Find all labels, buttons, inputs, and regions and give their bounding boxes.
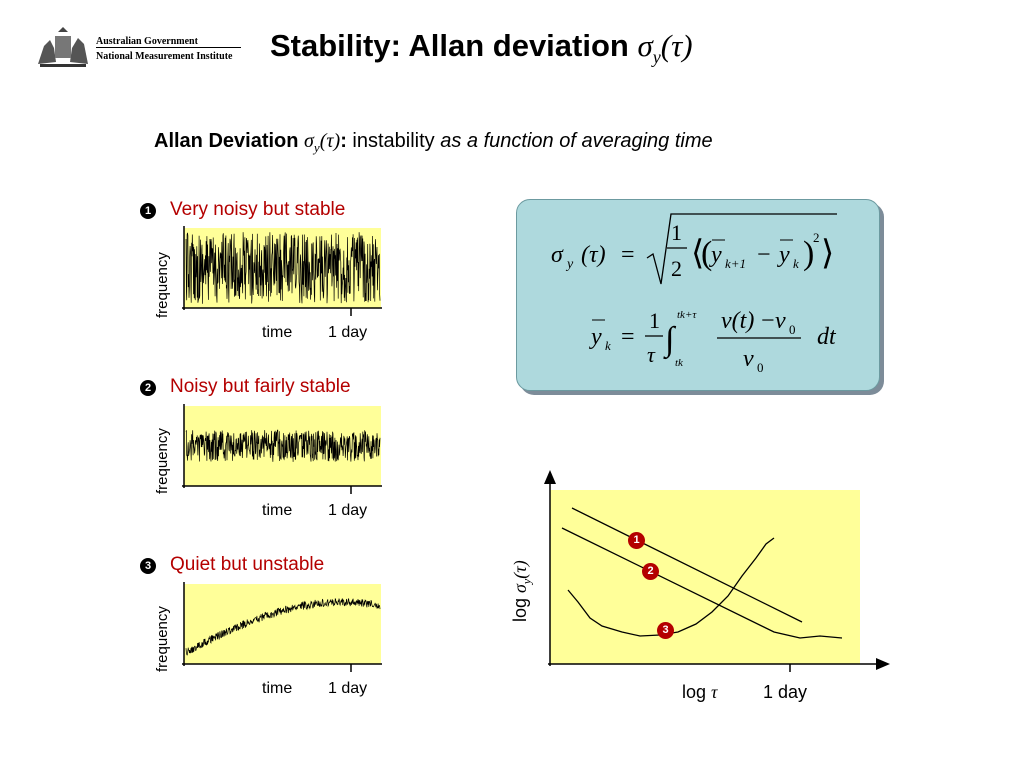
- panel-2-title: Noisy but fairly stable: [170, 376, 351, 397]
- subtitle-bold: Allan Deviation: [154, 130, 299, 152]
- formula-equals-2: =: [621, 324, 635, 350]
- panel-1-tick-label: 1 day: [328, 324, 368, 341]
- panel-1-trace: [185, 232, 381, 304]
- left-paren: (: [701, 235, 712, 272]
- panel-2-ylabel: frequency: [154, 428, 171, 494]
- formula-sigma: σ: [551, 242, 564, 268]
- ybar-3: y: [589, 324, 602, 350]
- nu-zero-top: ν: [775, 308, 786, 334]
- inv-tau-numerator: 1: [649, 308, 660, 333]
- panel-3-title: Quiet but unstable: [170, 554, 325, 575]
- title-argument: (τ): [660, 28, 693, 63]
- sketch-ylabel-prefix: log: [510, 597, 530, 622]
- sketch-xlabel-tau: τ: [711, 682, 718, 702]
- panel-1-title: Very noisy but stable: [170, 199, 346, 220]
- panel-2-number-badge: 2: [140, 380, 156, 396]
- page-title: Stability: Allan deviation σy(τ): [270, 28, 693, 68]
- ybar-2-sub: k: [793, 256, 799, 271]
- panel-3-ylabel: frequency: [154, 606, 171, 672]
- panel-3-trace: [185, 598, 381, 656]
- formula-dt: dt: [817, 324, 837, 350]
- curve-2-line: [561, 527, 843, 639]
- nu-of-t: ν(t): [721, 308, 754, 334]
- sketch-ylabel-sigma: σ: [510, 584, 530, 593]
- subtitle-colon: :: [340, 130, 347, 152]
- nu-zero-bottom-sub: 0: [757, 360, 764, 375]
- right-paren: ): [803, 235, 814, 272]
- panel-3-tick-label: 1 day: [328, 680, 368, 697]
- ybar-2: y: [777, 242, 790, 268]
- sketch-y-arrow-icon: [544, 470, 556, 484]
- half-numerator: 1: [671, 220, 682, 245]
- sketch-ylabel-sub: y: [519, 578, 534, 585]
- panel-3-plot-area: [184, 584, 381, 664]
- integral-sign: ∫: [663, 321, 677, 360]
- formula-equals-1: =: [621, 242, 635, 268]
- nu-zero-bottom: ν: [743, 346, 754, 372]
- panel-1-ylabel: frequency: [154, 252, 171, 318]
- nu-zero-top-sub: 0: [789, 322, 796, 337]
- curve-3-badge: 3: [657, 622, 674, 639]
- panel-2-xlabel: time: [262, 502, 293, 519]
- sketch-tick-label: 1 day: [763, 682, 808, 702]
- sketch-xlabel: log τ: [682, 682, 718, 703]
- panel-2-tick-label: 1 day: [328, 502, 368, 519]
- title-text: Stability: Allan deviation: [270, 28, 629, 63]
- ybar-1-sub: k+1: [725, 256, 746, 271]
- title-subscript: y: [652, 47, 661, 68]
- panel-2-label: 2 Noisy but fairly stable: [140, 376, 351, 398]
- sketch-xlabel-prefix: log: [682, 682, 707, 702]
- coat-of-arms-icon: [38, 27, 88, 67]
- formula-minus-2: −: [761, 308, 775, 334]
- subtitle-subscript: y: [313, 140, 320, 155]
- square-exponent: 2: [813, 230, 820, 245]
- integral-lower-limit: tk: [675, 357, 684, 369]
- allan-deviation-formula: σ y (τ) = 1 2 ⟨ ( y k+1 − y k ) 2 ⟩ y k …: [551, 213, 837, 375]
- panel-3-xlabel: time: [262, 680, 293, 697]
- right-angle: ⟩: [821, 235, 834, 272]
- subtitle-italic: as a function of averaging time: [440, 130, 713, 152]
- logo-line-2: National Measurement Institute: [96, 51, 233, 62]
- curve-1-badge: 1: [628, 532, 645, 549]
- formula-minus: −: [757, 242, 771, 268]
- allan-deviation-sketch: [544, 470, 890, 672]
- subtitle: Allan Deviation σy(τ): instability as a …: [154, 130, 713, 156]
- panel-1-plot: [182, 226, 382, 316]
- panel-1-label: 1 Very noisy but stable: [140, 199, 345, 221]
- panel-3-label: 3 Quiet but unstable: [140, 554, 324, 576]
- panel-1-xlabel: time: [262, 324, 293, 341]
- inv-tau-denominator: τ: [647, 342, 656, 367]
- panel-2-trace: [185, 429, 381, 462]
- panel-3-number-badge: 3: [140, 558, 156, 574]
- sqrt-sign: [646, 213, 837, 285]
- subtitle-sigma: σ: [304, 130, 314, 152]
- sketch-ylabel: log σy(τ): [510, 560, 535, 622]
- curve-3-line: [567, 537, 775, 637]
- ybar-1: y: [709, 242, 722, 268]
- left-angle: ⟨: [691, 235, 704, 272]
- title-sigma: σ: [637, 28, 653, 63]
- formula-sigma-sub: y: [565, 257, 574, 272]
- sketch-ylabel-arg: (τ): [510, 560, 530, 579]
- panel-1-number-badge: 1: [140, 203, 156, 219]
- panel-3-plot: [182, 582, 382, 672]
- formula-tau-arg: (τ): [581, 242, 606, 268]
- panel-2-plot: [182, 404, 382, 494]
- logo-line-1: Australian Government: [96, 36, 198, 47]
- government-logo: Australian Government National Measureme…: [34, 26, 244, 70]
- curve-2-badge: 2: [642, 563, 659, 580]
- sketch-plot-area: [550, 490, 860, 664]
- curve-1-line: [571, 507, 803, 623]
- subtitle-argument: (τ): [319, 130, 341, 152]
- subtitle-plain: instability: [352, 130, 435, 152]
- ybar-3-sub: k: [605, 338, 611, 353]
- logo-divider: [96, 47, 241, 48]
- sketch-x-arrow-icon: [876, 658, 890, 670]
- half-denominator: 2: [671, 256, 682, 281]
- formula-box: σ y (τ) = 1 2 ⟨ ( y k+1 − y k ) 2 ⟩ y k …: [516, 199, 880, 391]
- integral-upper-limit: tk+τ: [677, 309, 697, 321]
